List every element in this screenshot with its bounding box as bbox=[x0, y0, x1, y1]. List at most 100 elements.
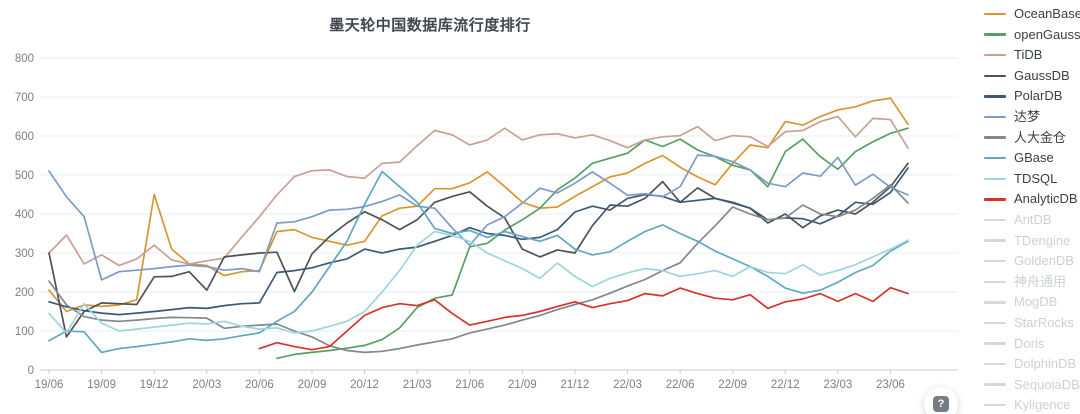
x-axis-label: 19/09 bbox=[87, 379, 116, 391]
legend-item-TDSQL[interactable]: TDSQL bbox=[984, 170, 1080, 186]
legend-swatch-icon bbox=[984, 362, 1006, 366]
y-axis-label: 200 bbox=[15, 287, 34, 299]
legend-label: Kyligence bbox=[1014, 397, 1071, 413]
legend-item-GoldenDB[interactable]: GoldenDB bbox=[984, 253, 1080, 269]
legend: OceanBase openGauss TiDB GaussDB PolarDB 达梦人大… bbox=[984, 7, 1080, 413]
x-axis-label: 19/12 bbox=[140, 379, 169, 391]
legend-item-AntDB[interactable]: AntDB bbox=[984, 211, 1080, 227]
x-axis-label: 23/03 bbox=[823, 379, 852, 391]
legend-label: TDSQL bbox=[1014, 170, 1058, 186]
legend-swatch-icon bbox=[984, 280, 1006, 283]
series-line-OceanBase bbox=[48, 97, 909, 313]
line-chart-canvas: 0 100 200 300 400 500 600 700 800 19/06 19/09 19/12… bbox=[15, 53, 958, 391]
legend-label: TDengine bbox=[1014, 232, 1071, 248]
legend-swatch-icon bbox=[984, 239, 1006, 242]
legend-item-SequoiaDB[interactable]: SequoiaDB bbox=[984, 376, 1080, 392]
legend-label: openGauss bbox=[1014, 26, 1080, 42]
series-line-openGauss bbox=[276, 127, 909, 360]
legend-label: 人大金仓 bbox=[1014, 129, 1067, 145]
y-axis-label: 100 bbox=[15, 326, 34, 338]
legend-label: AnalyticDB bbox=[1014, 191, 1078, 207]
x-axis-label: 23/06 bbox=[876, 379, 905, 391]
legend-label: GaussDB bbox=[1014, 67, 1070, 83]
legend-item-Kyligence[interactable]: Kyligence bbox=[984, 397, 1080, 413]
legend-item-MogDB[interactable]: MogDB bbox=[984, 294, 1080, 310]
legend-swatch-icon bbox=[984, 198, 1006, 201]
y-axis-label: 500 bbox=[15, 170, 34, 182]
legend-swatch-icon bbox=[984, 12, 1006, 16]
legend-label: GBase bbox=[1014, 150, 1054, 166]
legend-label: SequoiaDB bbox=[1014, 376, 1080, 392]
legend-label: 达梦 bbox=[1014, 108, 1041, 124]
series-line-人大金仓 bbox=[48, 183, 909, 354]
legend-swatch-icon bbox=[984, 404, 1006, 407]
series-line-达梦 bbox=[48, 154, 909, 281]
legend-item-openGauss[interactable]: openGauss bbox=[984, 26, 1080, 42]
legend-label: TiDB bbox=[1014, 47, 1043, 63]
y-axis-label: 700 bbox=[15, 92, 34, 104]
x-axis-label: 20/06 bbox=[245, 379, 274, 391]
legend-item-人大金仓[interactable]: 人大金仓 bbox=[984, 129, 1080, 145]
legend-item-GBase[interactable]: GBase bbox=[984, 150, 1080, 166]
legend-label: MogDB bbox=[1014, 294, 1058, 310]
x-axis-label: 22/06 bbox=[666, 379, 695, 391]
chart-title: 墨天轮中国数据库流行度排行 bbox=[329, 17, 531, 34]
legend-label: StarRocks bbox=[1014, 314, 1074, 330]
legend-item-OceanBase[interactable]: OceanBase bbox=[984, 7, 1080, 20]
x-axis-label: 22/12 bbox=[771, 379, 800, 391]
legend-swatch-icon bbox=[984, 156, 1006, 160]
legend-swatch-icon bbox=[984, 115, 1006, 119]
y-axis-label: 400 bbox=[15, 209, 34, 221]
legend-swatch-icon bbox=[984, 74, 1006, 77]
legend-swatch-icon bbox=[984, 95, 1006, 98]
legend-item-Doris[interactable]: Doris bbox=[984, 335, 1080, 351]
legend-item-DolphinDB[interactable]: DolphinDB bbox=[984, 356, 1080, 372]
legend-label: AntDB bbox=[1014, 211, 1052, 227]
legend-swatch-icon bbox=[984, 136, 1006, 139]
legend-label: PolarDB bbox=[1014, 88, 1063, 104]
legend-item-StarRocks[interactable]: StarRocks bbox=[984, 314, 1080, 330]
legend-label: DolphinDB bbox=[1014, 356, 1077, 372]
x-axis-label: 20/09 bbox=[298, 379, 327, 391]
legend-item-AnalyticDB[interactable]: AnalyticDB bbox=[984, 191, 1080, 207]
series-line-AnalyticDB bbox=[258, 286, 909, 351]
legend-label: GoldenDB bbox=[1014, 253, 1074, 269]
x-axis-label: 22/09 bbox=[718, 379, 747, 391]
legend-label: Doris bbox=[1014, 335, 1045, 351]
legend-swatch-icon bbox=[984, 259, 1006, 263]
y-axis-label: 0 bbox=[28, 365, 34, 377]
legend-label: 神舟通用 bbox=[1014, 273, 1067, 289]
legend-item-PolarDB[interactable]: PolarDB bbox=[984, 88, 1080, 104]
legend-swatch-icon bbox=[984, 53, 1006, 57]
y-axis-label: 300 bbox=[15, 248, 34, 260]
x-axis-label: 21/09 bbox=[508, 379, 537, 391]
legend-swatch-icon bbox=[984, 342, 1006, 345]
x-axis-label: 22/03 bbox=[613, 379, 642, 391]
series-line-PolarDB bbox=[48, 167, 909, 316]
legend-item-神舟通用[interactable]: 神舟通用 bbox=[984, 273, 1080, 289]
legend-item-TDengine[interactable]: TDengine bbox=[984, 232, 1080, 248]
series-line-TiDB bbox=[48, 115, 909, 267]
legend-swatch-icon bbox=[984, 177, 1006, 180]
x-axis-label: 21/12 bbox=[561, 379, 590, 391]
legend-swatch-icon bbox=[984, 33, 1006, 36]
legend-item-达梦[interactable]: 达梦 bbox=[984, 108, 1080, 124]
help-button[interactable]: ? bbox=[924, 387, 958, 414]
x-axis-label: 20/03 bbox=[192, 379, 221, 391]
legend-item-TiDB[interactable]: TiDB bbox=[984, 47, 1080, 63]
x-axis-label: 19/06 bbox=[35, 379, 64, 391]
x-axis-label: 21/06 bbox=[455, 379, 484, 391]
series-line-TDSQL bbox=[48, 230, 909, 334]
y-axis-label: 600 bbox=[15, 131, 34, 143]
y-axis-label: 800 bbox=[15, 53, 34, 65]
question-mark-icon: ? bbox=[933, 396, 949, 412]
series-line-GBase bbox=[48, 170, 909, 354]
series-line-GaussDB bbox=[48, 162, 909, 338]
x-axis-label: 21/03 bbox=[403, 379, 432, 391]
legend-swatch-icon bbox=[984, 383, 1006, 386]
legend-swatch-icon bbox=[984, 321, 1006, 325]
legend-swatch-icon bbox=[984, 218, 1006, 222]
legend-item-GaussDB[interactable]: GaussDB bbox=[984, 67, 1080, 83]
x-axis-label: 20/12 bbox=[350, 379, 379, 391]
